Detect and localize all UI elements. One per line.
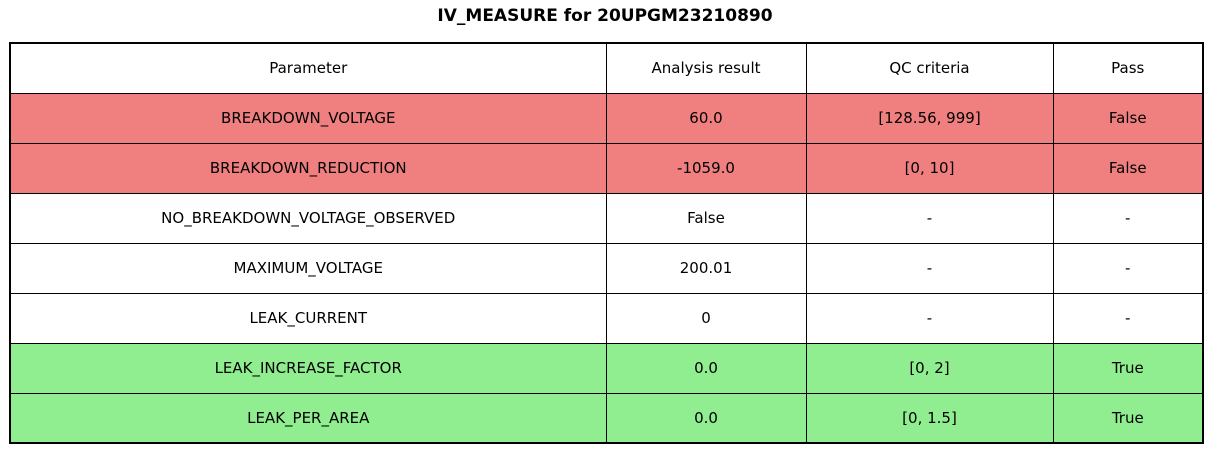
cell-pass: True — [1052, 342, 1204, 394]
cell-qc-criteria: - — [805, 192, 1054, 244]
cell-qc-criteria: - — [805, 292, 1054, 344]
table-row: NO_BREAKDOWN_VOLTAGE_OBSERVED False - - — [9, 192, 1204, 244]
cell-analysis-result: 60.0 — [605, 92, 807, 144]
cell-parameter: MAXIMUM_VOLTAGE — [9, 242, 607, 294]
cell-pass: False — [1052, 142, 1204, 194]
table-header-row: Parameter Analysis result QC criteria Pa… — [9, 42, 1204, 94]
cell-pass: - — [1052, 292, 1204, 344]
cell-pass: False — [1052, 92, 1204, 144]
cell-pass: True — [1052, 392, 1204, 444]
table-row: MAXIMUM_VOLTAGE 200.01 - - — [9, 242, 1204, 294]
cell-parameter: LEAK_PER_AREA — [9, 392, 607, 444]
cell-parameter: BREAKDOWN_REDUCTION — [9, 142, 607, 194]
cell-parameter: LEAK_CURRENT — [9, 292, 607, 344]
cell-parameter: BREAKDOWN_VOLTAGE — [9, 92, 607, 144]
cell-analysis-result: False — [605, 192, 807, 244]
cell-parameter: NO_BREAKDOWN_VOLTAGE_OBSERVED — [9, 192, 607, 244]
column-header-analysis-result: Analysis result — [605, 42, 807, 94]
cell-analysis-result: 0.0 — [605, 342, 807, 394]
cell-analysis-result: -1059.0 — [605, 142, 807, 194]
cell-qc-criteria: [0, 10] — [805, 142, 1054, 194]
table-row: LEAK_INCREASE_FACTOR 0.0 [0, 2] True — [9, 342, 1204, 394]
cell-qc-criteria: [0, 1.5] — [805, 392, 1054, 444]
page-title: IV_MEASURE for 20UPGM23210890 — [437, 6, 773, 26]
cell-analysis-result: 200.01 — [605, 242, 807, 294]
cell-parameter: LEAK_INCREASE_FACTOR — [9, 342, 607, 394]
column-header-pass: Pass — [1052, 42, 1204, 94]
column-header-parameter: Parameter — [9, 42, 607, 94]
table-row: BREAKDOWN_VOLTAGE 60.0 [128.56, 999] Fal… — [9, 92, 1204, 144]
cell-pass: - — [1052, 192, 1204, 244]
cell-analysis-result: 0 — [605, 292, 807, 344]
cell-qc-criteria: - — [805, 242, 1054, 294]
cell-pass: - — [1052, 242, 1204, 294]
column-header-qc-criteria: QC criteria — [805, 42, 1054, 94]
table-row: LEAK_CURRENT 0 - - — [9, 292, 1204, 344]
cell-analysis-result: 0.0 — [605, 392, 807, 444]
cell-qc-criteria: [0, 2] — [805, 342, 1054, 394]
table-row: BREAKDOWN_REDUCTION -1059.0 [0, 10] Fals… — [9, 142, 1204, 194]
table-row: LEAK_PER_AREA 0.0 [0, 1.5] True — [9, 392, 1204, 444]
qc-results-table: Parameter Analysis result QC criteria Pa… — [9, 42, 1204, 444]
cell-qc-criteria: [128.56, 999] — [805, 92, 1054, 144]
